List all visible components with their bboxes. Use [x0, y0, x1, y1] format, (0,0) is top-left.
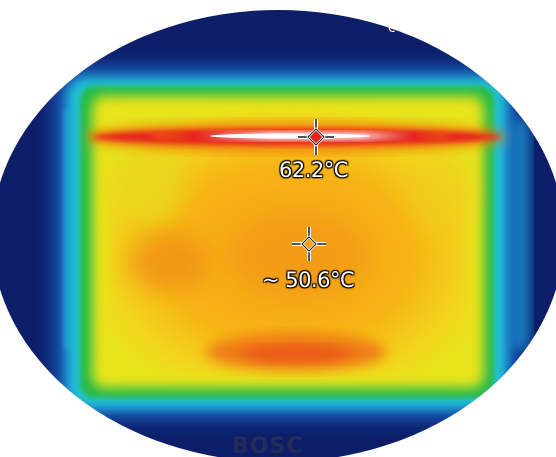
crosshair-center-marker-icon [292, 227, 326, 261]
crosshair-max-marker-icon [298, 119, 334, 155]
cool-patch-left [116, 145, 184, 225]
hot-seam-white [210, 133, 370, 139]
warm-zone-center [230, 215, 370, 295]
corner-mark: c [388, 20, 396, 36]
warm-zone-left [128, 234, 208, 290]
max-temperature-readout: 62.2°C [279, 158, 348, 182]
hot-zone-bottom [241, 346, 351, 362]
cool-patch-right [410, 150, 470, 230]
brand-watermark: BOSC [232, 434, 304, 457]
right-edge-highlight [512, 120, 530, 350]
left-edge-streak [64, 110, 72, 350]
center-temperature-readout: ~ 50.6°C [262, 268, 355, 292]
